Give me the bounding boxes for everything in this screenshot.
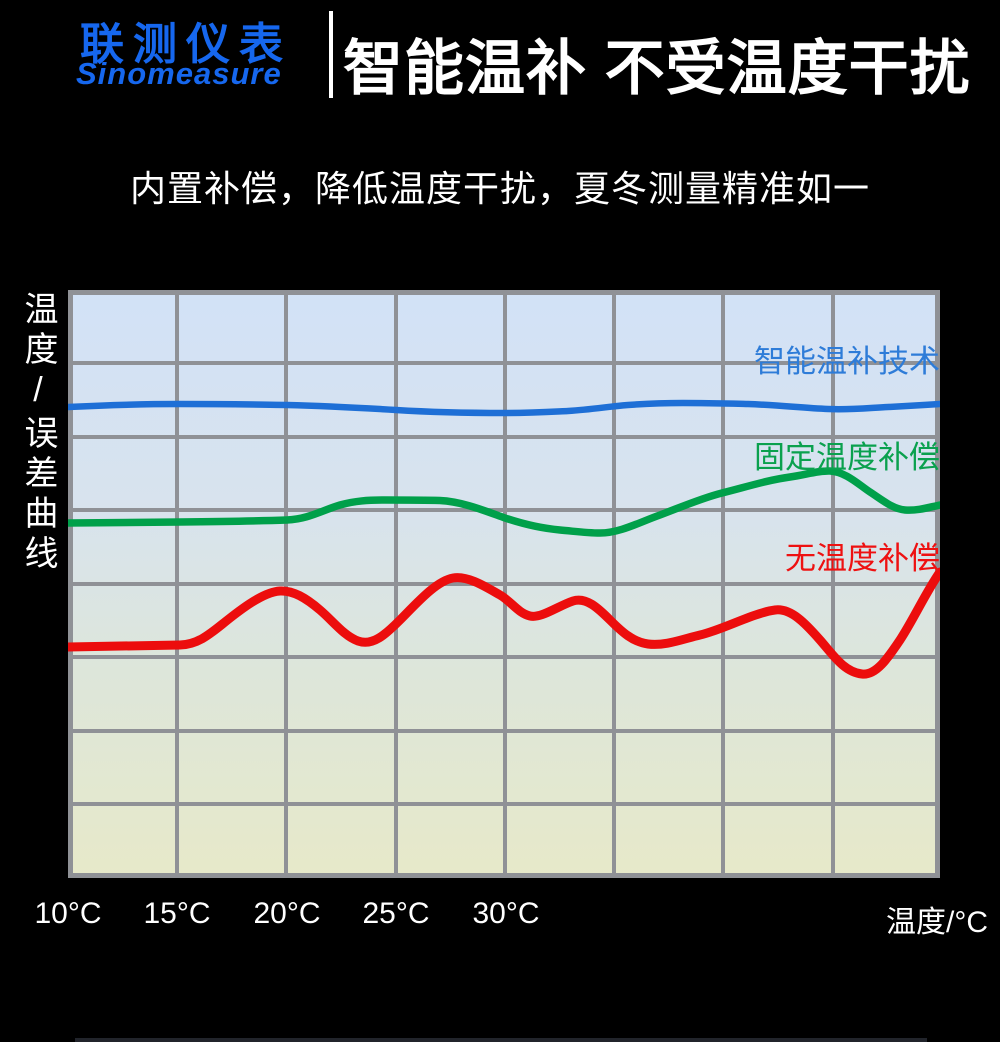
- header-divider: [329, 11, 333, 98]
- x-tick-30c: 30°C: [472, 897, 540, 930]
- series-label-fixed: 固定温度补偿: [754, 440, 940, 475]
- series-label-smart: 智能温补技术: [754, 344, 940, 379]
- x-tick-15c: 15°C: [143, 897, 211, 930]
- bottom-strip: [75, 1038, 927, 1042]
- x-tick-20c: 20°C: [253, 897, 321, 930]
- series-label-none: 无温度补偿: [785, 541, 940, 576]
- logo-text-en: Sinomeasure: [76, 56, 282, 91]
- series-line-smart: [68, 399, 940, 417]
- grid-lines: [68, 290, 940, 878]
- subtitle: 内置补偿，降低温度干扰，夏冬测量精准如一: [129, 168, 870, 209]
- x-tick-10c: 10°C: [34, 897, 102, 930]
- series-line-none: [68, 567, 940, 679]
- plot-area: [68, 290, 940, 878]
- logo-text-cn: 联测仪表: [80, 20, 292, 69]
- x-axis-unit-label: 温度/°C: [886, 906, 988, 939]
- x-tick-25c: 25°C: [362, 897, 430, 930]
- page-title: 智能温补 不受温度干扰: [343, 35, 971, 102]
- y-axis-label: 温度/误差曲线: [19, 291, 57, 575]
- series-line-fixed: [68, 467, 940, 537]
